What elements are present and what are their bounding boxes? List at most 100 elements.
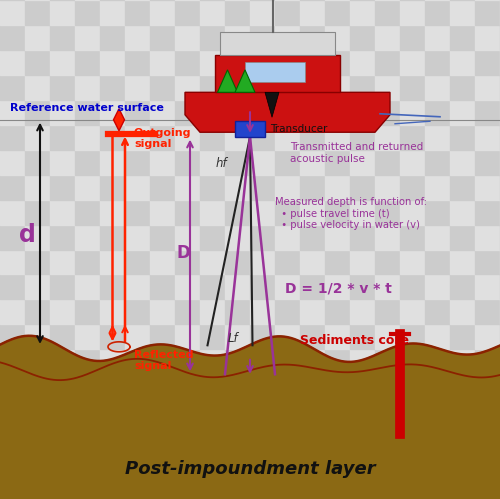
Bar bbox=[0, 200, 25, 225]
Bar bbox=[175, 75, 200, 100]
Bar bbox=[200, 125, 225, 150]
Bar bbox=[200, 299, 225, 324]
Bar bbox=[325, 274, 350, 299]
Bar bbox=[50, 125, 75, 150]
Bar bbox=[350, 474, 375, 499]
Bar bbox=[100, 424, 125, 449]
Polygon shape bbox=[265, 92, 279, 117]
Bar bbox=[375, 474, 400, 499]
Bar bbox=[350, 200, 375, 225]
Bar bbox=[0, 299, 25, 324]
Bar bbox=[450, 0, 475, 25]
Bar bbox=[50, 250, 75, 274]
Bar bbox=[50, 50, 75, 75]
Bar bbox=[0, 175, 25, 200]
Bar bbox=[175, 349, 200, 374]
Bar bbox=[125, 75, 150, 100]
Bar bbox=[0, 25, 25, 50]
Bar bbox=[375, 0, 400, 25]
Bar bbox=[325, 474, 350, 499]
Text: Measured depth is function of:
  • pulse travel time (t)
  • pulse velocity in w: Measured depth is function of: • pulse t… bbox=[275, 197, 427, 231]
Bar bbox=[325, 225, 350, 250]
Bar bbox=[175, 150, 200, 175]
Bar bbox=[450, 75, 475, 100]
Bar bbox=[225, 200, 250, 225]
Bar bbox=[450, 100, 475, 125]
Bar bbox=[75, 250, 100, 274]
Bar bbox=[450, 299, 475, 324]
Bar bbox=[175, 0, 200, 25]
Bar bbox=[275, 424, 300, 449]
Bar bbox=[450, 399, 475, 424]
Bar bbox=[225, 25, 250, 50]
Bar bbox=[150, 150, 175, 175]
Bar bbox=[175, 324, 200, 349]
Bar bbox=[425, 200, 450, 225]
Bar bbox=[25, 474, 50, 499]
Bar bbox=[50, 225, 75, 250]
Bar bbox=[225, 150, 250, 175]
Bar bbox=[450, 324, 475, 349]
Bar bbox=[475, 250, 500, 274]
Bar bbox=[325, 424, 350, 449]
Bar bbox=[350, 0, 375, 25]
Bar bbox=[425, 324, 450, 349]
Bar bbox=[200, 424, 225, 449]
Bar bbox=[350, 324, 375, 349]
Bar bbox=[125, 474, 150, 499]
Bar bbox=[325, 50, 350, 75]
Bar bbox=[225, 225, 250, 250]
Bar bbox=[245, 62, 305, 82]
Bar bbox=[400, 25, 425, 50]
Bar bbox=[275, 324, 300, 349]
Bar bbox=[350, 150, 375, 175]
Bar bbox=[300, 150, 325, 175]
Bar bbox=[100, 399, 125, 424]
Bar bbox=[450, 150, 475, 175]
Bar bbox=[300, 299, 325, 324]
Bar bbox=[250, 25, 275, 50]
Bar bbox=[275, 349, 300, 374]
Bar bbox=[125, 349, 150, 374]
Bar bbox=[325, 449, 350, 474]
Bar bbox=[25, 349, 50, 374]
Bar bbox=[100, 150, 125, 175]
Bar bbox=[0, 374, 25, 399]
Bar bbox=[475, 474, 500, 499]
Text: Reflected
signal: Reflected signal bbox=[134, 350, 194, 371]
Bar bbox=[200, 25, 225, 50]
Bar bbox=[250, 474, 275, 499]
Bar bbox=[25, 0, 50, 25]
Bar bbox=[125, 274, 150, 299]
Bar bbox=[225, 299, 250, 324]
Bar bbox=[250, 200, 275, 225]
Bar bbox=[25, 225, 50, 250]
Bar bbox=[125, 250, 150, 274]
Bar bbox=[200, 0, 225, 25]
Bar bbox=[375, 449, 400, 474]
Bar bbox=[450, 474, 475, 499]
Bar bbox=[475, 125, 500, 150]
Bar bbox=[50, 200, 75, 225]
Bar bbox=[475, 175, 500, 200]
Bar bbox=[450, 200, 475, 225]
Bar bbox=[325, 25, 350, 50]
Bar bbox=[400, 75, 425, 100]
Bar bbox=[250, 150, 275, 175]
Bar bbox=[350, 175, 375, 200]
Bar bbox=[150, 474, 175, 499]
Bar bbox=[225, 349, 250, 374]
Bar bbox=[425, 100, 450, 125]
Bar bbox=[100, 349, 125, 374]
Bar bbox=[25, 274, 50, 299]
Bar bbox=[275, 225, 300, 250]
Bar bbox=[150, 225, 175, 250]
Bar bbox=[150, 324, 175, 349]
Bar bbox=[250, 0, 275, 25]
Text: Outgoing
signal: Outgoing signal bbox=[134, 128, 192, 149]
Bar bbox=[75, 324, 100, 349]
Polygon shape bbox=[235, 70, 255, 92]
Bar bbox=[150, 75, 175, 100]
Text: D = 1/2 * v * t: D = 1/2 * v * t bbox=[285, 282, 392, 296]
Bar bbox=[100, 200, 125, 225]
